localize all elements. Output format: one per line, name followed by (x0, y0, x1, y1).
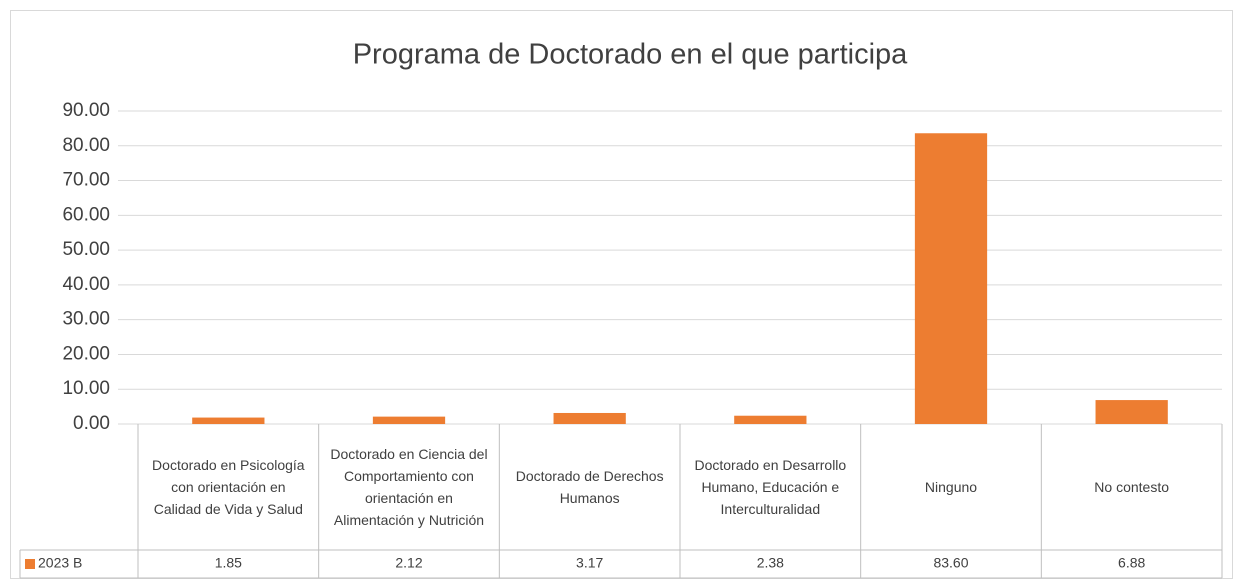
x-tick-label: Doctorado en Psicología con orientación … (152, 457, 305, 517)
bar (1095, 400, 1168, 424)
table-value: 2.12 (395, 555, 422, 571)
chart-title: Programa de Doctorado en el que particip… (353, 39, 908, 71)
table-value: 2.38 (757, 555, 784, 571)
bar (192, 417, 265, 424)
category-cell: No contesto (1094, 479, 1170, 495)
y-tick-label: 80.00 (62, 135, 110, 156)
bar (553, 412, 626, 424)
x-tick-label: Ninguno (924, 479, 978, 495)
y-tick-label: 50.00 (62, 239, 110, 260)
category-cell: Doctorado en Desarrollo Humano, Educació… (694, 457, 847, 517)
x-tick-label: No contesto (1094, 479, 1170, 495)
x-tick-label: Doctorado en Ciencia del Comportamiento … (330, 446, 488, 528)
legend-label: 2023 B (38, 555, 82, 571)
y-tick-label: 20.00 (62, 343, 110, 364)
x-tick-label: Doctorado de Derechos Humanos (515, 468, 664, 506)
y-tick-label: 60.00 (62, 204, 110, 225)
y-tick-label: 40.00 (62, 274, 110, 295)
bar (372, 416, 446, 424)
category-cell: Doctorado de Derechos Humanos (515, 468, 664, 506)
legend-swatch (25, 559, 35, 569)
y-tick-label: 90.00 (62, 100, 110, 121)
chart-border (10, 10, 1233, 579)
table-value: 1.85 (215, 555, 242, 571)
bar (734, 415, 807, 424)
category-cell: Doctorado en Psicología con orientación … (152, 457, 305, 517)
table-value: 3.17 (576, 555, 603, 571)
table-value: 6.88 (1118, 555, 1145, 571)
x-tick-label: Doctorado en Desarrollo Humano, Educació… (694, 457, 847, 517)
bar (914, 133, 988, 424)
category-cell: Ninguno (924, 479, 978, 495)
y-tick-label: 70.00 (62, 170, 110, 191)
y-tick-label: 30.00 (62, 309, 110, 330)
y-tick-label: 10.00 (62, 378, 110, 399)
table-value: 83.60 (933, 555, 968, 571)
y-tick-label: 0.00 (73, 413, 110, 434)
category-cell: Doctorado en Ciencia del Comportamiento … (330, 446, 488, 528)
